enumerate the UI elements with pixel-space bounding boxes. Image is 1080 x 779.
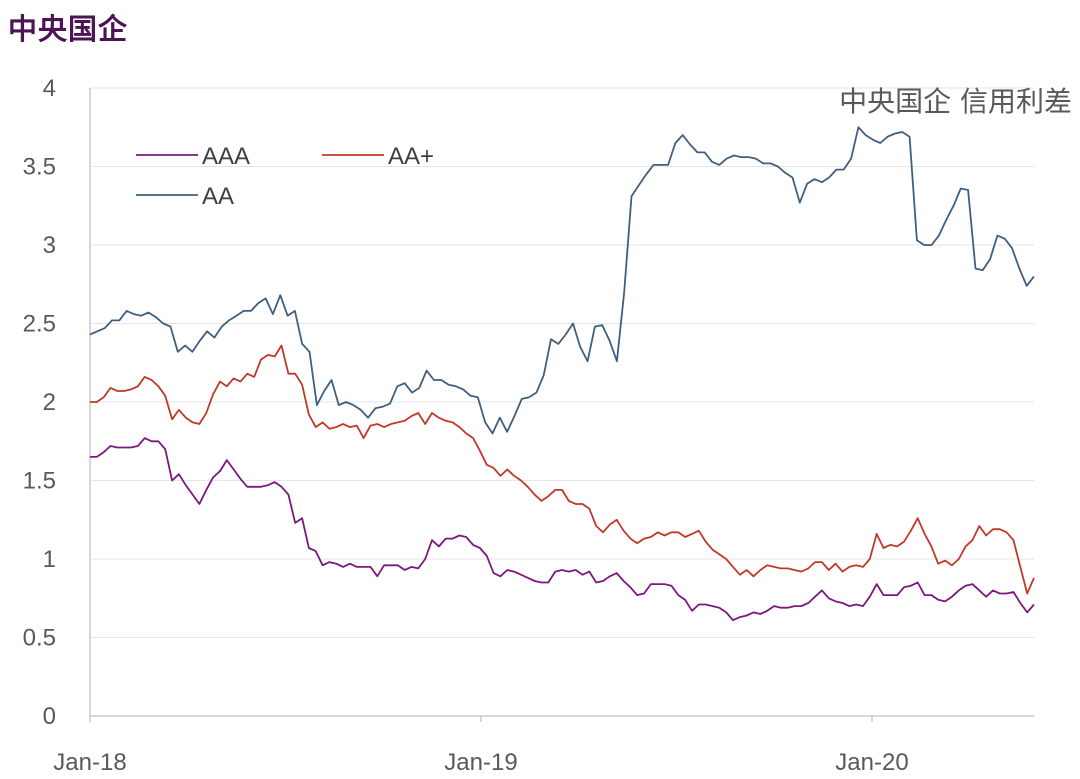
y-axis-tick-labels: 0 0.5 1 1.5 2 2.5 3 3.5 4 xyxy=(23,75,56,730)
y-tick-label: 1 xyxy=(43,546,56,573)
y-tick-label: 0.5 xyxy=(23,625,56,652)
x-tick-label: Jan-18 xyxy=(53,749,126,776)
y-tick-label: 1.5 xyxy=(23,468,56,495)
legend-label: AAA xyxy=(202,143,250,170)
y-tick-label: 4 xyxy=(43,75,56,102)
legend-label: AA+ xyxy=(388,143,434,170)
chart-title: 中央国企 信用利差 xyxy=(839,85,1072,118)
legend: AAA AA+ AA xyxy=(136,143,434,210)
series-line-aaa xyxy=(90,437,1035,622)
y-tick-label: 3.5 xyxy=(23,154,56,181)
legend-label: AA xyxy=(202,183,234,210)
series-line-aa xyxy=(89,126,1035,435)
y-tick-label: 2.5 xyxy=(23,311,56,338)
series-lines xyxy=(89,126,1035,622)
legend-item: AAA xyxy=(136,143,250,170)
x-tick-label: Jan-19 xyxy=(444,749,517,776)
y-tick-label: 0 xyxy=(43,703,56,730)
legend-item: AA+ xyxy=(322,143,434,170)
y-tick-label: 2 xyxy=(43,389,56,416)
grid-lines xyxy=(90,87,1034,638)
x-tick-label: Jan-20 xyxy=(835,749,908,776)
legend-item: AA xyxy=(136,183,234,210)
y-tick-label: 3 xyxy=(43,232,56,259)
page-title: 中央国企 xyxy=(8,12,129,46)
x-axis-tick-labels: Jan-18 Jan-19 Jan-20 xyxy=(53,749,908,776)
series-line-aa-plus xyxy=(90,344,1035,595)
